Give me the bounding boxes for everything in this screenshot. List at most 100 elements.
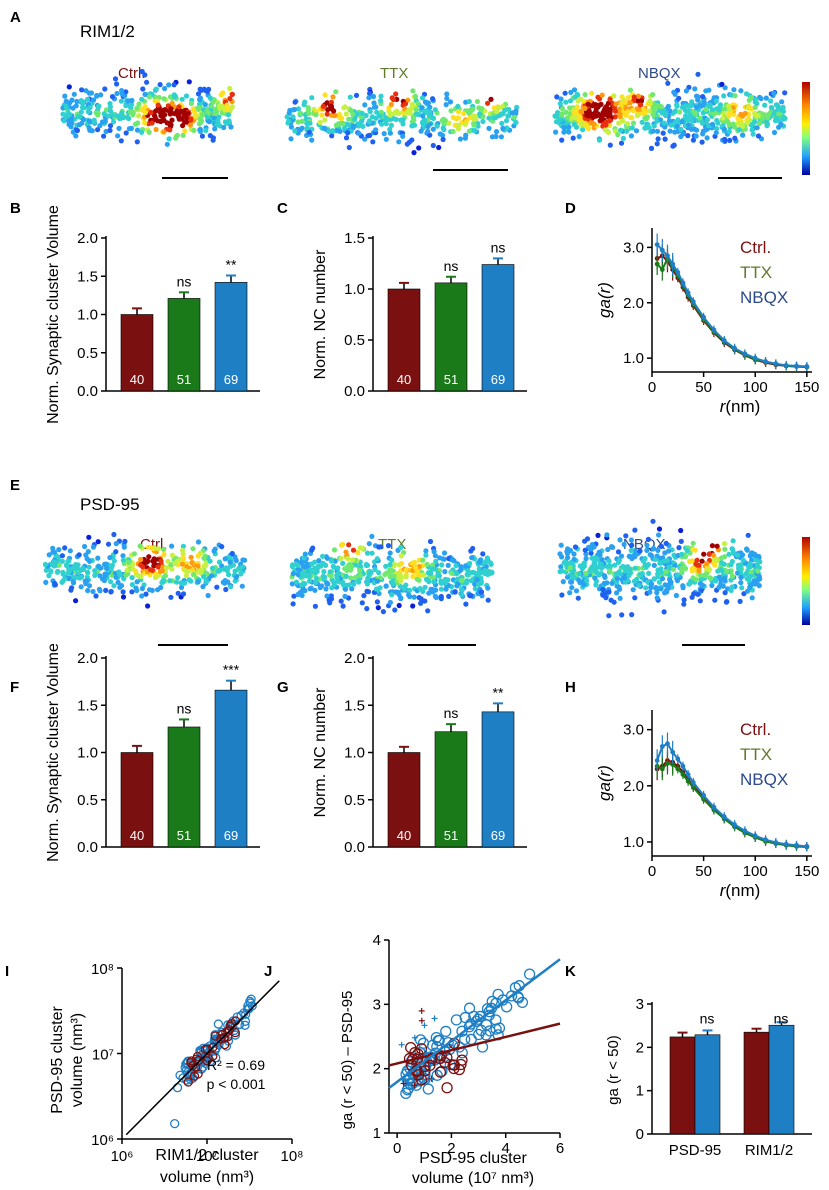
localization-dot	[138, 574, 144, 580]
panel-i-point-nbqx	[240, 1020, 250, 1030]
localization-dot	[676, 545, 682, 551]
localization-dot	[332, 558, 338, 564]
localization-dot	[464, 118, 470, 124]
localization-dot	[345, 130, 351, 136]
localization-dot	[440, 125, 446, 131]
localization-dot	[362, 136, 368, 142]
localization-dot	[578, 108, 584, 115]
panel-g-y-tick-label: 1.5	[344, 697, 365, 714]
localization-dot	[646, 570, 652, 577]
localization-dot	[647, 589, 653, 595]
localization-dot	[615, 132, 621, 138]
localization-dot	[625, 94, 632, 101]
panel-i-point-nbqx	[182, 1058, 192, 1068]
localization-dot	[444, 95, 450, 101]
localization-dot	[189, 560, 195, 566]
localization-dot	[614, 571, 620, 577]
localization-dot	[709, 107, 716, 113]
localization-dot	[189, 567, 196, 573]
panel-i-point-ctrl	[191, 1062, 201, 1072]
localization-dot	[597, 552, 603, 558]
localization-dot	[671, 142, 677, 148]
localization-dot	[176, 111, 182, 117]
localization-dot	[712, 597, 718, 603]
localization-dot	[374, 556, 380, 562]
localization-dot	[738, 88, 744, 94]
localization-dot	[207, 133, 213, 139]
localization-dot	[611, 93, 617, 99]
panel-g-y-tick-label: 0.5	[344, 792, 365, 809]
localization-dot	[627, 100, 634, 106]
localization-dot	[722, 546, 728, 552]
localization-dot	[562, 90, 568, 96]
localization-dot	[86, 564, 92, 570]
localization-dot	[565, 546, 571, 552]
localization-dot	[366, 541, 372, 547]
localization-dot	[339, 115, 345, 121]
localization-dot	[622, 579, 628, 585]
localization-dot	[465, 568, 471, 574]
localization-dot	[477, 111, 483, 117]
panel-b-bar-NBQX	[214, 282, 248, 392]
localization-dot	[752, 119, 758, 125]
localization-dot	[84, 574, 90, 580]
localization-dot	[216, 102, 223, 109]
localization-dot	[85, 587, 91, 594]
localization-dot	[70, 578, 76, 584]
localization-dot	[647, 98, 653, 104]
localization-dot	[476, 566, 482, 572]
localization-dot	[153, 86, 159, 92]
localization-dot	[174, 579, 180, 585]
localization-dot	[776, 111, 782, 117]
localization-dot	[180, 551, 186, 557]
localization-dot	[95, 127, 101, 133]
localization-dot	[411, 594, 417, 600]
localization-dot	[191, 127, 197, 133]
panel-c-n-label: 69	[491, 372, 505, 387]
localization-dot	[436, 573, 442, 579]
localization-dot	[704, 560, 710, 567]
localization-dot	[659, 576, 666, 582]
localization-dot	[134, 127, 141, 133]
localization-dot	[73, 574, 79, 581]
localization-dot	[166, 136, 172, 142]
localization-dot	[561, 129, 567, 135]
localization-dot	[454, 571, 460, 577]
localization-dot	[740, 132, 746, 138]
localization-dot	[446, 593, 452, 600]
localization-dot	[288, 136, 294, 142]
localization-dot	[123, 572, 129, 578]
localization-dot	[182, 128, 188, 134]
panel-k-x-tick-label: RIM1/2	[745, 1142, 793, 1159]
localization-dot	[432, 553, 438, 559]
localization-dot	[650, 128, 656, 134]
localization-dot	[626, 553, 632, 559]
localization-dot	[56, 562, 62, 568]
localization-dot	[319, 112, 325, 118]
localization-dot	[67, 100, 73, 106]
localization-dot	[571, 551, 577, 557]
localization-dot	[558, 117, 564, 123]
localization-dot	[94, 92, 100, 99]
localization-dot	[422, 598, 428, 604]
localization-dot	[142, 104, 148, 110]
localization-dot	[572, 544, 579, 550]
localization-dot	[126, 126, 132, 132]
localization-dot	[196, 568, 202, 574]
localization-dot	[404, 141, 410, 147]
panel-c-bar-Ctrl.	[387, 288, 421, 392]
localization-dot	[607, 96, 613, 103]
localization-dot	[580, 98, 587, 104]
localization-dot	[415, 100, 421, 106]
localization-dot	[656, 526, 663, 532]
localization-dot	[383, 121, 389, 127]
localization-dot	[62, 93, 68, 99]
localization-dot	[429, 566, 435, 572]
localization-dot	[180, 132, 186, 138]
localization-dot	[316, 558, 322, 564]
localization-dot	[91, 119, 97, 125]
localization-dot	[657, 560, 663, 566]
localization-dot	[681, 601, 687, 607]
localization-dot	[344, 567, 350, 574]
panel-f-y-tick-label: 2.0	[77, 650, 98, 667]
